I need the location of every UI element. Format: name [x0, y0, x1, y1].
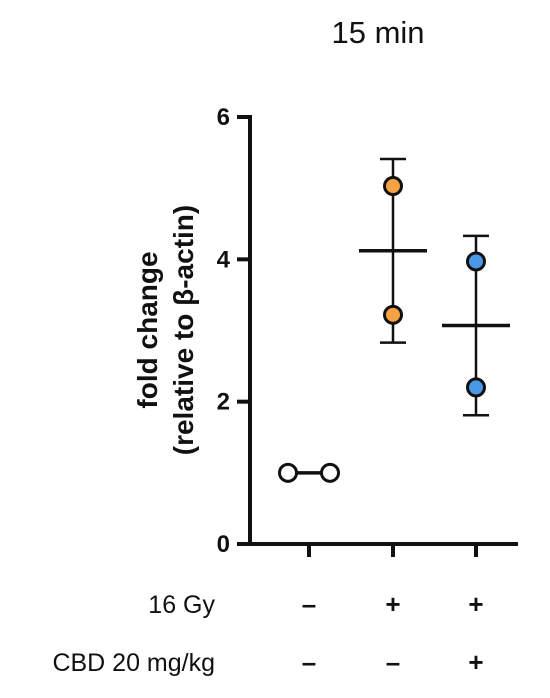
data-marks [278, 157, 510, 483]
data-point-group-2-2 [383, 304, 403, 325]
condition-sign-1-2: + [385, 589, 400, 619]
data-point-group-3-2 [466, 377, 486, 398]
condition-label-2: CBD 20 mg/kg [52, 649, 215, 677]
condition-sign-2-3: + [468, 647, 483, 677]
y-tick-label-6: 6 [217, 104, 230, 131]
data-point-group-2-1 [383, 176, 403, 197]
y-tick-label-0: 0 [217, 531, 230, 558]
data-point-group-1-1 [278, 462, 298, 483]
axes: 0 2 4 6 [217, 104, 518, 558]
condition-sign-2-2: – [386, 647, 400, 677]
condition-sign-1-3: + [468, 589, 483, 619]
y-axis-label-line1: fold change [132, 251, 163, 408]
y-tick-label-2: 2 [217, 389, 230, 416]
chart-title: 15 min [331, 15, 424, 50]
condition-sign-2-1: – [302, 647, 316, 677]
y-axis-label-line2: (relative to β-actin) [168, 205, 199, 455]
y-tick-label-4: 4 [217, 246, 231, 273]
condition-sign-1-1: – [302, 589, 316, 619]
data-point-group-1-2 [320, 462, 340, 483]
condition-table: 16 Gy – + + CBD 20 mg/kg – – + [52, 589, 483, 677]
condition-label-1: 16 Gy [148, 591, 215, 619]
data-point-group-3-1 [466, 251, 486, 272]
y-axis-label: fold change (relative to β-actin) [132, 205, 199, 455]
